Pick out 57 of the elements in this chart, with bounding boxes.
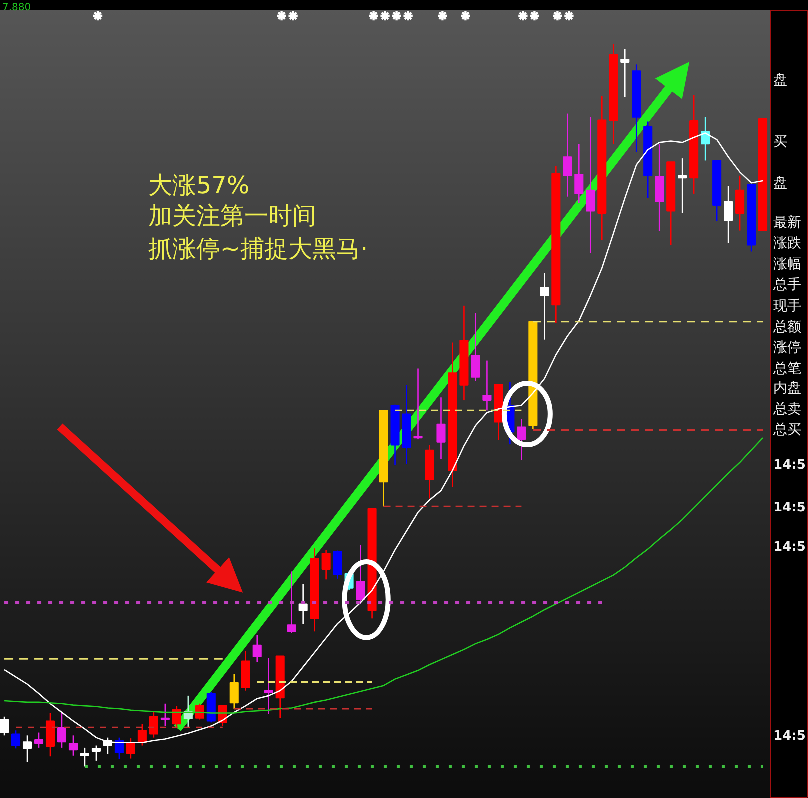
text: 14:5 [774, 540, 806, 556]
candlestick [574, 143, 584, 204]
candlestick [68, 735, 78, 757]
candlestick [414, 368, 423, 440]
text: 14:5 [774, 500, 806, 516]
candlestick [620, 48, 630, 98]
candlestick [482, 360, 492, 412]
candlestick [298, 583, 308, 626]
text: 最新 [774, 214, 802, 231]
candlestick [149, 711, 158, 738]
candlestick [322, 549, 331, 580]
text: 7.880 [2, 2, 32, 14]
text: 盘 [774, 175, 788, 192]
candlestick [678, 158, 688, 214]
candlestick [195, 703, 204, 720]
candlestick [736, 175, 745, 232]
candlestick [57, 712, 67, 749]
candlestick [586, 116, 596, 254]
candlestick [80, 747, 90, 768]
candlestick [92, 745, 101, 762]
candlestick [11, 730, 21, 750]
candlestick [287, 571, 296, 634]
candlestick [471, 312, 480, 382]
candlestick [264, 658, 274, 715]
text: 总手 [772, 277, 802, 294]
text: 总笔 [772, 360, 802, 377]
candlestick [172, 705, 182, 728]
candlestick [138, 723, 147, 746]
text: 总额 [772, 319, 802, 336]
candlestick [356, 544, 366, 605]
text: 14:5 [774, 728, 806, 744]
candlestick [34, 732, 44, 749]
candlestick [436, 396, 446, 460]
text: 买 [774, 134, 788, 150]
text: 涨幅 [774, 256, 802, 272]
text: 内盘 [774, 380, 802, 397]
text: 总卖 [772, 401, 802, 418]
candlestick [22, 735, 32, 764]
candlestick [0, 716, 10, 736]
candlestick [540, 272, 550, 341]
candlestick [724, 185, 734, 244]
candlestick [160, 703, 170, 727]
candlestick [517, 418, 526, 462]
text: 14:5 [774, 458, 806, 474]
text: 现手 [774, 298, 802, 315]
candlestick [563, 113, 572, 198]
candlestick [230, 674, 239, 710]
annotation: 加关注第一时间 [148, 202, 316, 230]
candlestick [252, 634, 262, 663]
annotation: 抓涨停~捕捉大黑马· [148, 235, 368, 264]
candlestick [333, 550, 342, 580]
candlestick [114, 737, 124, 760]
annotation: 大涨57% [148, 171, 250, 200]
text: 涨停 [774, 340, 802, 356]
text: 涨跌 [774, 236, 802, 252]
text: 总买 [772, 422, 802, 438]
text: 盘 [774, 72, 788, 89]
